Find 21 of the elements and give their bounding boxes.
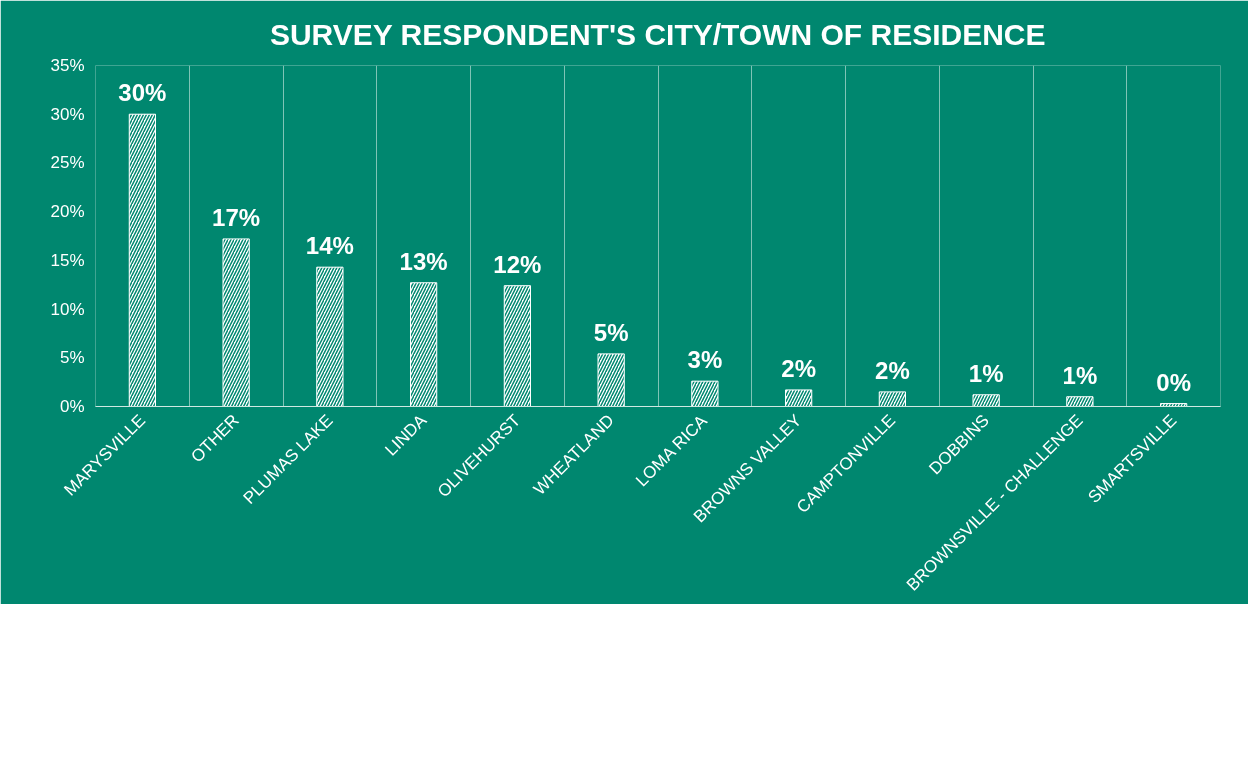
data-label: 12%: [493, 250, 542, 278]
data-label: 2%: [875, 356, 910, 384]
y-tick-label: 5%: [59, 348, 85, 368]
data-label: 17%: [212, 203, 261, 231]
y-tick-label: 35%: [50, 56, 85, 75]
data-label: 2%: [781, 354, 816, 382]
data-label: 3%: [687, 346, 723, 374]
data-label: 1%: [1062, 361, 1098, 389]
data-label: 5%: [593, 318, 629, 346]
data-label: 0%: [1156, 368, 1191, 396]
y-tick-label: 25%: [50, 153, 85, 173]
data-label: 13%: [399, 247, 448, 275]
y-tick-label: 15%: [50, 250, 85, 270]
y-tick-label: 30%: [50, 104, 85, 124]
data-label: 14%: [305, 232, 354, 260]
y-tick-label: 10%: [50, 299, 85, 319]
y-tick-label: 20%: [50, 202, 85, 222]
data-label: 1%: [968, 359, 1004, 387]
data-label: 30%: [118, 79, 167, 107]
y-tick-label: 0%: [59, 397, 85, 416]
chart-title: SURVEY RESPONDENT'S CITY/TOWN OF RESIDENCE: [269, 17, 1046, 51]
